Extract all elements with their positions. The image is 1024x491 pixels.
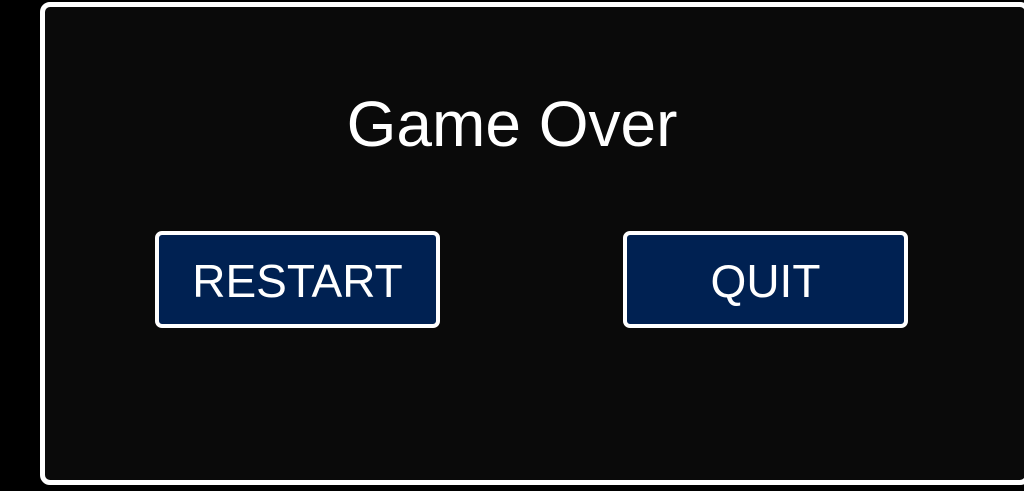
quit-button[interactable]: QUIT [623,231,908,328]
game-over-title: Game Over [346,88,678,160]
restart-button[interactable]: RESTART [155,231,440,328]
restart-button-label: RESTART [192,254,403,307]
quit-button-label: QUIT [710,254,821,307]
